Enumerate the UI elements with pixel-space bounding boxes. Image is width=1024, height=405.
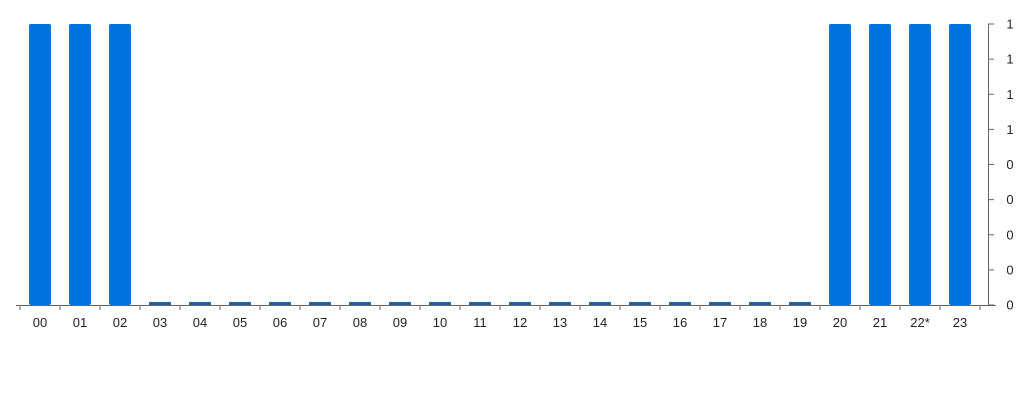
bar-02 <box>109 24 131 305</box>
x-tick-label: 06 <box>273 315 287 330</box>
x-tick-label: 14 <box>593 315 607 330</box>
y-tick-label: 0 <box>1006 192 1013 207</box>
bar-10 <box>429 302 451 305</box>
x-tick-label: 16 <box>673 315 687 330</box>
bar-11 <box>469 302 491 305</box>
y-tick-labels: 0 0 0 0 0 1 1 1 1 <box>1006 17 1013 313</box>
x-tick-label: 13 <box>553 315 567 330</box>
x-tick-labels: 00 01 02 03 04 05 06 07 08 09 10 11 12 13 14 15 16 17 18 19… <box>33 315 967 330</box>
x-tick-label: 05 <box>233 315 247 330</box>
x-tick-label: 17 <box>713 315 727 330</box>
bar-17 <box>709 302 731 305</box>
bar-07 <box>309 302 331 305</box>
y-tick-label: 0 <box>1006 157 1013 172</box>
bar-04 <box>189 302 211 305</box>
x-tick-label: 02 <box>113 315 127 330</box>
y-tick-label: 1 <box>1006 52 1013 67</box>
x-tick-label: 12 <box>513 315 527 330</box>
bar-00 <box>29 24 51 305</box>
bar-12 <box>509 302 531 305</box>
bar-19 <box>789 302 811 305</box>
bar-16 <box>669 302 691 305</box>
x-tick-label: 11 <box>473 315 487 330</box>
y-tick-label: 0 <box>1006 262 1013 277</box>
y-tick-label: 0 <box>1006 298 1013 313</box>
bars-layer <box>29 24 971 305</box>
x-tick-label: 20 <box>833 315 847 330</box>
bar-22* <box>909 24 931 305</box>
x-tick-label: 10 <box>433 315 447 330</box>
x-tick-label: 21 <box>873 315 887 330</box>
y-tick-label: 1 <box>1006 122 1013 137</box>
bar-21 <box>869 24 891 305</box>
bar-13 <box>549 302 571 305</box>
axes-layer <box>16 23 996 310</box>
x-tick-label: 00 <box>33 315 47 330</box>
bar-23 <box>949 24 971 305</box>
bar-03 <box>149 302 171 305</box>
x-tick-label: 07 <box>313 315 327 330</box>
y-tick-label: 1 <box>1006 17 1013 32</box>
x-tick-label: 09 <box>393 315 407 330</box>
y-tick-label: 1 <box>1006 87 1013 102</box>
bar-06 <box>269 302 291 305</box>
x-tick-label: 03 <box>153 315 167 330</box>
y-tick-label: 0 <box>1006 227 1013 242</box>
bar-15 <box>629 302 651 305</box>
x-tick-label: 04 <box>193 315 207 330</box>
x-tick-label: 15 <box>633 315 647 330</box>
bar-09 <box>389 302 411 305</box>
x-tick-label: 19 <box>793 315 807 330</box>
x-tick-label: 23 <box>953 315 967 330</box>
bar-08 <box>349 302 371 305</box>
bar-05 <box>229 302 251 305</box>
bar-14 <box>589 302 611 305</box>
x-tick-label: 22* <box>910 315 930 330</box>
bar-01 <box>69 24 91 305</box>
bar-20 <box>829 24 851 305</box>
x-tick-label: 18 <box>753 315 767 330</box>
bar-18 <box>749 302 771 305</box>
x-tick-label: 08 <box>353 315 367 330</box>
x-tick-label: 01 <box>73 315 87 330</box>
